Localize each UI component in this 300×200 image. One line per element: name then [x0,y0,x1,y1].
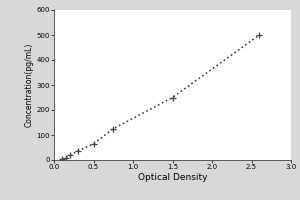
Point [91,142,96,145]
Point [75,150,80,153]
Y-axis label: Concentration(pg/mL): Concentration(pg/mL) [25,43,34,127]
Point [64,156,68,159]
Point [111,127,116,130]
Point [257,33,262,37]
Point [68,153,72,157]
X-axis label: Optical Density: Optical Density [138,173,207,182]
Point [59,157,64,160]
Point [170,96,175,99]
